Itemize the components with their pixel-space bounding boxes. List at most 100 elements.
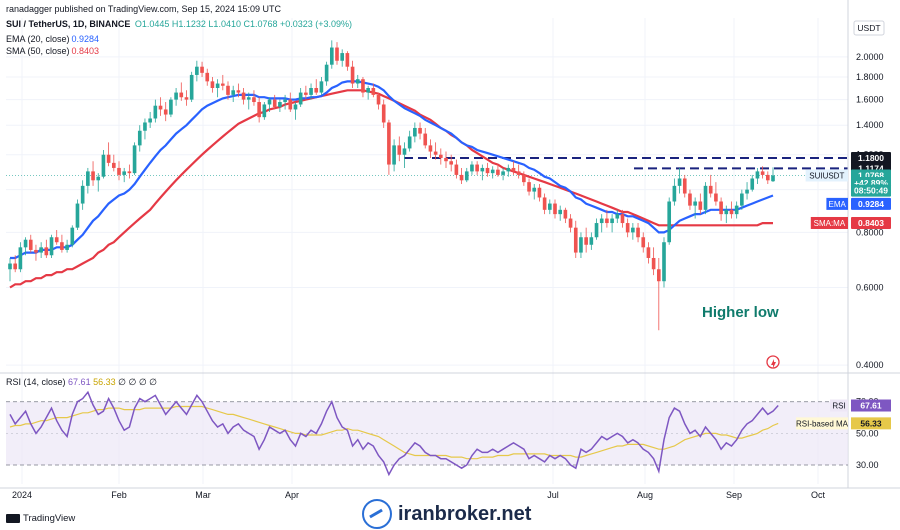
candle-body (34, 249, 38, 253)
candle-body (195, 66, 199, 75)
price-tag-label: +42.89% (854, 178, 888, 188)
candle-body (573, 227, 578, 253)
candle-body (13, 263, 18, 270)
candle-body (257, 102, 261, 118)
candle-body (111, 162, 116, 168)
price-axis: 2.00001.80001.60001.40001.20001.00000.80… (0, 0, 900, 489)
candle-body (236, 90, 241, 93)
price-tick-label: 0.8000 (856, 227, 884, 237)
candle-body (589, 237, 594, 245)
tradingview-logo-icon (6, 514, 20, 523)
candle-body (506, 167, 511, 172)
ema-legend[interactable]: EMA (20, close) 0.9284 (6, 34, 100, 44)
candle-body (335, 47, 339, 61)
candle-body (547, 203, 552, 210)
time-tick-label: Aug (637, 490, 653, 500)
candle-body (184, 97, 189, 100)
symbol-title: SUI / TetherUS, 1D, BINANCE (6, 19, 131, 29)
series-tag (826, 197, 848, 210)
time-tick-label: Sep (726, 490, 742, 500)
rsi-legend[interactable]: RSI (14, close) 67.61 56.33 ∅ ∅ ∅ ∅ (6, 377, 158, 387)
candle-body (579, 237, 583, 253)
candle-body (625, 223, 630, 233)
price-tag-label: 1.1174 (858, 163, 884, 173)
candle-body (283, 99, 287, 103)
candle-body (324, 64, 329, 82)
candle-body (402, 148, 407, 155)
candle-body (771, 175, 775, 182)
candle-body (413, 127, 417, 137)
candle-body (703, 185, 708, 210)
candle-body (148, 118, 152, 123)
candle-body (610, 218, 614, 224)
candle-body (511, 167, 516, 172)
series-tag-label: SUIUSDT (809, 171, 844, 180)
candle-body (599, 218, 604, 224)
candle-body (568, 218, 573, 228)
candle-body (314, 88, 319, 93)
candle-body (475, 164, 479, 172)
candle-body (423, 133, 428, 146)
candle-body (132, 145, 137, 174)
candle-body (542, 197, 547, 210)
candle-body (438, 154, 443, 158)
candle-body (210, 81, 215, 89)
price-tag (851, 151, 891, 164)
tradingview-brand: TradingView (6, 513, 75, 524)
sma50-line (9, 89, 773, 289)
candle-body (714, 193, 718, 202)
candle-body (470, 164, 474, 172)
candle-body (750, 178, 755, 190)
candle-body (688, 193, 692, 206)
series-tag (810, 216, 848, 229)
candle-body (376, 94, 381, 105)
price-tag (851, 216, 891, 229)
candle-body (449, 161, 454, 165)
candle-body (682, 178, 687, 194)
candle-body (605, 218, 609, 224)
candle-body (496, 169, 500, 175)
candle-body (96, 176, 101, 181)
symbol-line: SUI / TetherUS, 1D, BINANCE O1.0445 H1.1… (6, 19, 354, 29)
candle-body (584, 237, 588, 245)
candle-body (677, 178, 682, 186)
rsi-tick-label: 30.00 (856, 460, 879, 470)
candle-body (75, 203, 80, 228)
candle-body (278, 102, 282, 107)
candle-body (304, 92, 308, 95)
candle-body (39, 247, 43, 253)
candle-body (169, 99, 173, 115)
candle-body (667, 201, 672, 243)
candle-body (70, 227, 75, 245)
candle-body (91, 171, 95, 181)
candle-body (262, 104, 267, 118)
time-tick-label: Apr (285, 490, 299, 500)
candle-body (28, 239, 33, 250)
sma-legend[interactable]: SMA (50, close) 0.8403 (6, 46, 100, 56)
price-tick-label: 1.4000 (856, 120, 884, 130)
candle-body (740, 193, 744, 206)
candle-body (765, 174, 770, 181)
candle-body (355, 79, 360, 84)
rsi-tag-label: RSI (832, 402, 845, 411)
candle-body (459, 174, 464, 181)
candle-body (252, 97, 256, 103)
price-tick-label: 0.4000 (856, 360, 884, 370)
currency-box (853, 20, 885, 36)
candle-body (490, 169, 495, 174)
price-tag-label: 0.8403 (858, 218, 884, 228)
candle-body (444, 157, 448, 162)
candle-body (293, 104, 298, 110)
ema20-line (10, 80, 774, 260)
axis-labels: 2024 Feb Mar Apr Jul Aug Sep Oct (12, 490, 826, 500)
price-tick-label: 1.8000 (856, 72, 884, 82)
candle-body (719, 201, 723, 215)
candle-body (298, 92, 303, 105)
candle-body (745, 189, 749, 194)
price-tag-label: 08:50:49 (854, 186, 888, 196)
candle-body (480, 167, 485, 172)
candle-body (636, 227, 640, 238)
candle-body (246, 97, 251, 100)
